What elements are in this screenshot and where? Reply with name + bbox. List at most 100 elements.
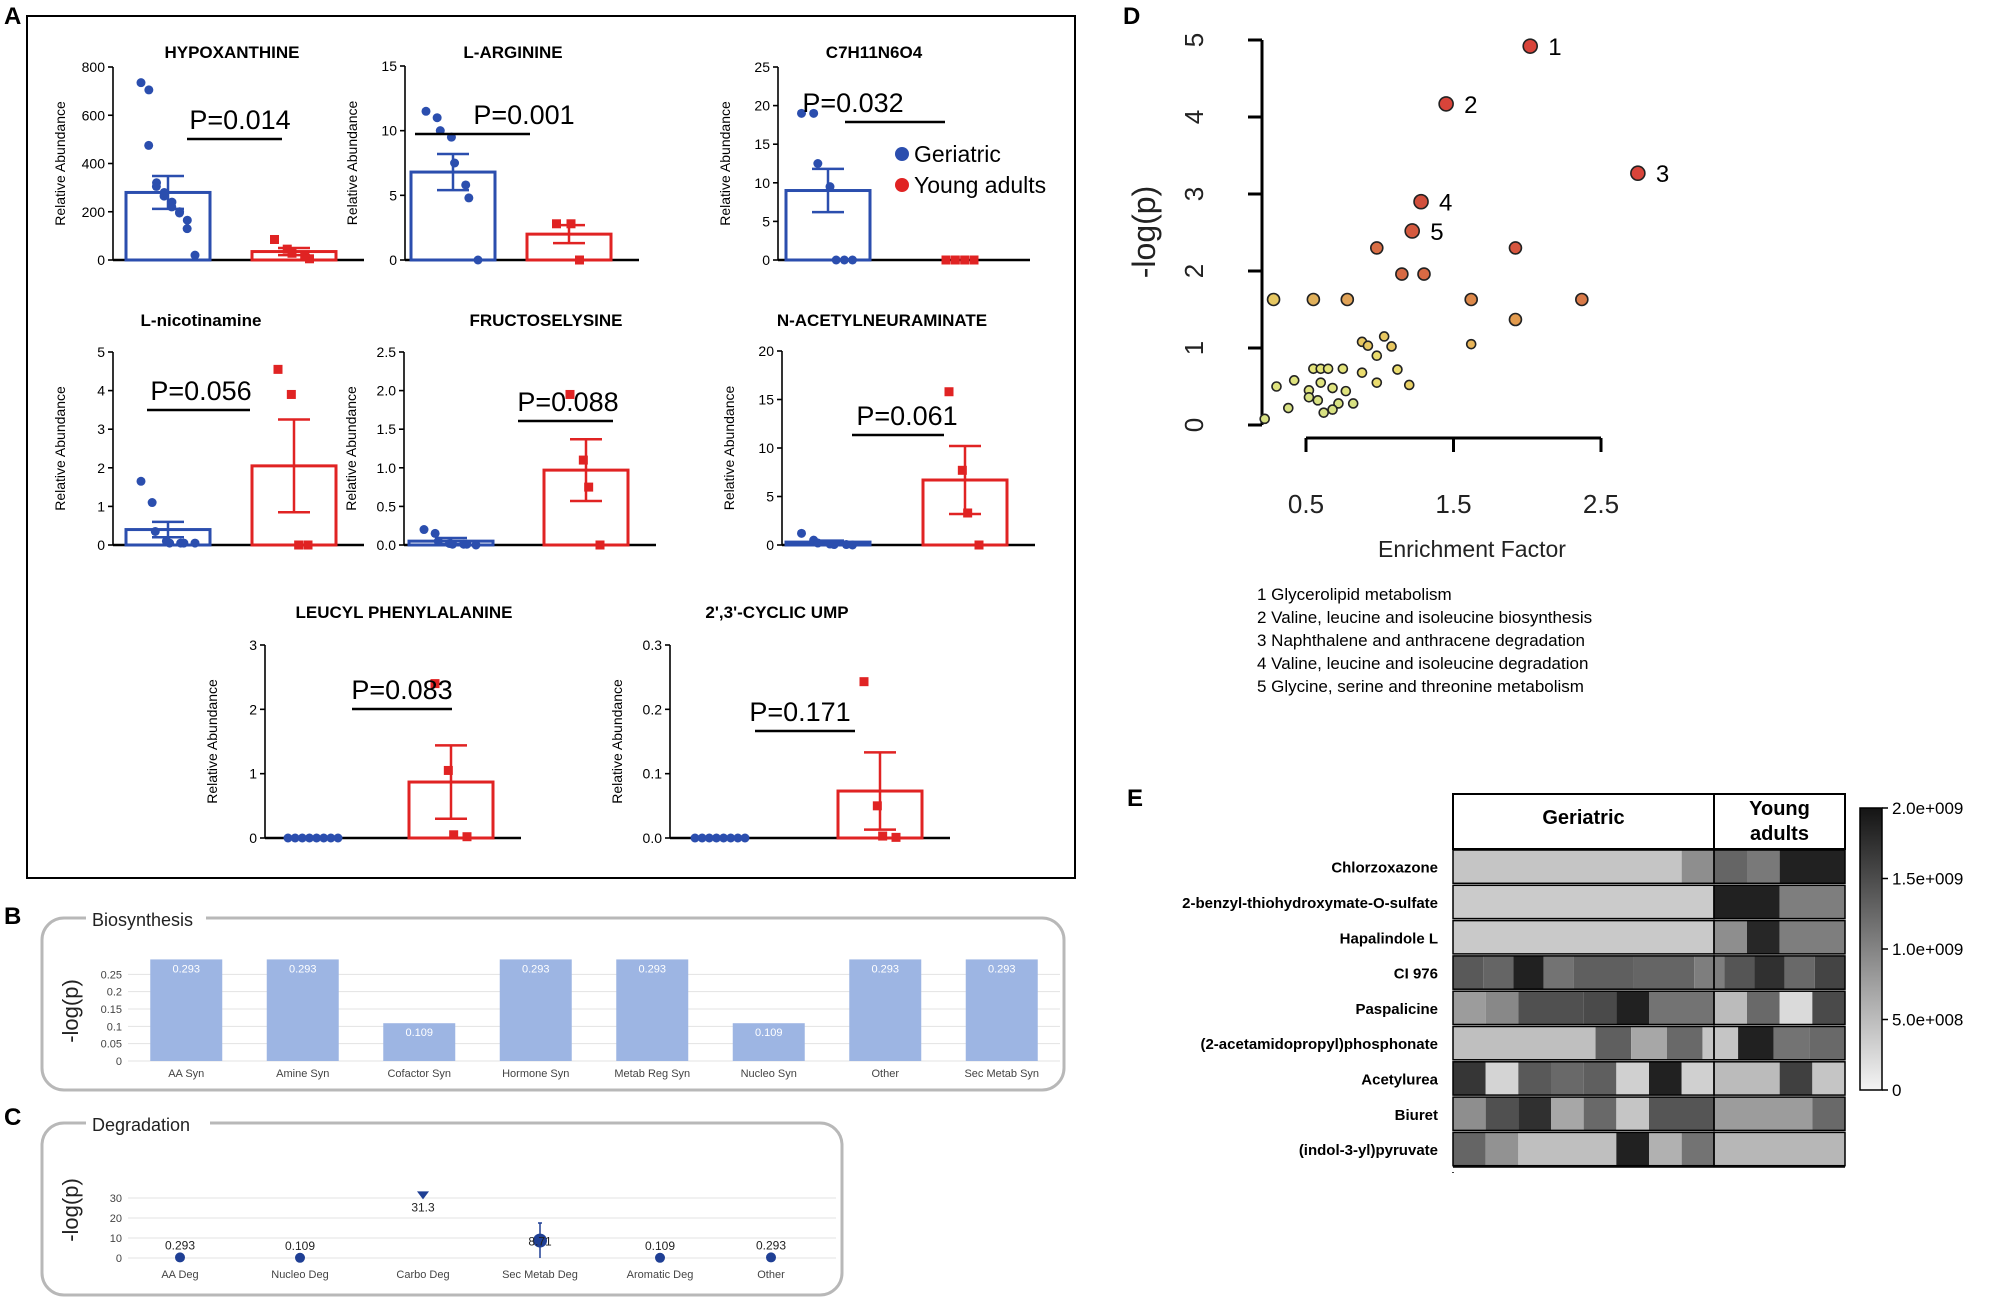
heatmap-cell [1616, 991, 1649, 1025]
col-group-label-young-2: adults [1750, 823, 1809, 845]
data-point [1327, 382, 1338, 394]
legend-young-label: Young adults [914, 172, 1046, 198]
value-label: 31.3 [411, 1200, 435, 1214]
heatmap-cell [1779, 885, 1845, 919]
y-tick-label: 2 [97, 460, 105, 476]
data-point-geriatric [726, 833, 736, 843]
y-tick-label: 2 [249, 701, 257, 717]
data-point-geriatric [182, 215, 192, 225]
heatmap-cell [1616, 1061, 1649, 1096]
data-point-geriatric [432, 113, 442, 123]
heatmap-cell [1747, 991, 1780, 1025]
col-group-young [1713, 793, 1846, 850]
bar [499, 959, 572, 1061]
heatmap-cell [1518, 1061, 1551, 1096]
bar [849, 959, 922, 1061]
data-point-geriatric [419, 525, 429, 535]
heatmap-cell [1518, 1097, 1551, 1131]
chart-title: 2',3'-CYCLIC UMP [705, 603, 848, 622]
value-label: 0.109 [285, 1239, 315, 1253]
heatmap-cell [1453, 850, 1682, 884]
heatmap-cell [1518, 1132, 1617, 1166]
colorbar [1859, 807, 1883, 1091]
y-tick-label: 0 [97, 537, 105, 553]
data-point-young [462, 832, 472, 842]
data-point-geriatric [151, 181, 161, 191]
value-label: 0.109 [645, 1239, 675, 1253]
x-tick-label: 2.5 [1583, 489, 1619, 519]
data-point-geriatric [809, 108, 819, 118]
data-point [1303, 391, 1315, 403]
heatmap-cell [1747, 850, 1780, 884]
chart-title: L-nicotinamine [141, 311, 262, 330]
data-point-young [565, 389, 575, 399]
data-point [1266, 292, 1281, 307]
y-tick-label: 20 [754, 98, 770, 114]
y-tick-label: 0.15 [101, 1004, 122, 1016]
pathway-legend-item: 1 Glycerolipid metabolism [1257, 585, 1452, 604]
y-tick-label: 4 [1179, 110, 1209, 124]
data-point-geriatric [740, 833, 750, 843]
panel-label-e: E [1127, 785, 1143, 812]
category-label: Carbo Deg [396, 1269, 449, 1281]
data-point-geriatric [319, 833, 329, 843]
y-tick-label: 0 [389, 252, 397, 268]
data-point-geriatric [697, 833, 707, 843]
heatmap-cell [1812, 991, 1845, 1025]
pathway-legend-item: 4 Valine, leucine and isoleucine degrada… [1257, 654, 1588, 673]
bar-value-label: 0.293 [871, 963, 899, 975]
row-label: Acetylurea [1361, 1071, 1438, 1088]
data-point-geriatric [839, 255, 849, 265]
data-point-geriatric [797, 108, 806, 118]
bar [266, 959, 339, 1061]
colorbar-tick-label: 1.0e+009 [1892, 940, 1963, 959]
panel-b-title-bg [86, 910, 206, 928]
data-point [1337, 363, 1349, 375]
heatmap-cell [1754, 955, 1785, 990]
heatmap-cell [1485, 1097, 1519, 1131]
panel-label-a: A [4, 3, 21, 30]
category-label: Other [757, 1269, 785, 1281]
panel-b-title: Biosynthesis [92, 910, 193, 930]
data-point [1340, 385, 1352, 397]
data-point-geriatric [304, 833, 314, 843]
data-point-geriatric [813, 538, 823, 548]
data-point-geriatric [711, 833, 721, 843]
y-tick-label: 0 [762, 252, 770, 268]
y-tick-label: 15 [381, 58, 397, 74]
panel-c-ylabel: -log(p) [58, 1178, 83, 1242]
bar-value-label: 0.109 [405, 1027, 433, 1039]
data-point-young [872, 801, 882, 811]
category-label: Cofactor Syn [387, 1068, 451, 1080]
panel-label-b: B [4, 903, 21, 930]
y-tick-label: 0.3 [643, 637, 663, 653]
data-point-geriatric [462, 539, 472, 549]
bar-value-label: 0.293 [289, 963, 317, 975]
row-frame-young [1713, 1061, 1846, 1096]
y-axis-label: Relative Abundance [343, 386, 359, 511]
heatmap-cell [1714, 850, 1747, 884]
heatmap-cell [1714, 920, 1747, 954]
y-tick-label: 10 [110, 1233, 122, 1245]
y-tick-label: 1 [1179, 341, 1209, 355]
data-point [1413, 193, 1429, 210]
heatmap-cell [1812, 1097, 1845, 1131]
y-tick-label: 10 [758, 440, 774, 456]
row-label: Paspalicine [1355, 1001, 1438, 1018]
panel-label-d: D [1123, 3, 1140, 30]
data-point-geriatric [136, 476, 146, 486]
data-point-geriatric [430, 528, 440, 538]
data-point-geriatric [825, 182, 835, 192]
data-point-geriatric [150, 526, 160, 536]
heatmap-cell [1747, 920, 1780, 954]
panel-b-ylabel: -log(p) [58, 979, 83, 1043]
data-point-young [294, 540, 304, 550]
data-point-geriatric [829, 540, 839, 550]
data-point [1371, 350, 1383, 362]
row-label: CI 976 [1394, 966, 1438, 983]
data-point-geriatric [190, 250, 200, 260]
heatmap-cell [1543, 955, 1574, 990]
y-tick-label: 2 [1179, 264, 1209, 278]
heatmap-cell [1453, 991, 1486, 1025]
bar-value-label: 0.293 [172, 963, 200, 975]
